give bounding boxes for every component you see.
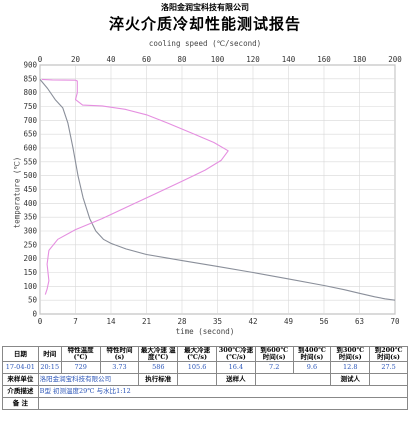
series-group bbox=[39, 78, 396, 301]
y-tick-label: 0 bbox=[32, 310, 37, 319]
col-to-400: 到400℃ 时间(s) bbox=[292, 346, 332, 362]
y-tick-label: 300 bbox=[23, 227, 37, 236]
y-tick-labels: 0 50 100 150 200 250 300 350 400 450 500 550 600 650 7… bbox=[23, 61, 37, 319]
x-tick-label: 0 bbox=[38, 317, 43, 326]
val-max-rate: 105.6 bbox=[177, 361, 217, 374]
standard-value bbox=[177, 373, 217, 386]
y-tick-label: 650 bbox=[23, 130, 37, 139]
medium-value: B型 初测温度29℃ 与水比1:12 bbox=[37, 385, 409, 398]
remark-label: 备 注 bbox=[2, 397, 39, 410]
val-char-time: 3.73 bbox=[99, 361, 140, 374]
x2-tick-label: 40 bbox=[106, 55, 116, 64]
val-time: 20:15 bbox=[37, 361, 62, 374]
col-to-200: 到200℃ 时间(s) bbox=[369, 346, 408, 362]
col-max-rate-temp: 最大冷速 温度(℃) bbox=[138, 346, 179, 362]
x-tick-label: 42 bbox=[248, 317, 257, 326]
remark-value bbox=[37, 397, 409, 410]
col-char-temp: 特性温度 (℃) bbox=[60, 346, 101, 362]
x-tick-label: 49 bbox=[284, 317, 293, 326]
val-to-400: 9.6 bbox=[292, 361, 332, 374]
y-tick-label: 100 bbox=[23, 282, 37, 291]
medium-label: 介质描述 bbox=[2, 385, 39, 398]
x-tick-label: 28 bbox=[177, 317, 187, 326]
tester-label: 测试人 bbox=[330, 373, 371, 386]
x-tick-label: 70 bbox=[390, 317, 400, 326]
cooling-speed-curve bbox=[41, 78, 229, 295]
col-date: 日期 bbox=[2, 346, 39, 362]
val-char-temp: 729 bbox=[60, 361, 101, 374]
table-value-row: 17-04-01 20:15 729 3.73 586 105.6 16.4 7… bbox=[2, 361, 408, 374]
x-tick-label: 7 bbox=[73, 317, 78, 326]
standard-label: 执行标准 bbox=[138, 373, 179, 386]
tester-value bbox=[369, 373, 408, 386]
y-tick-label: 900 bbox=[23, 61, 37, 70]
table-sample-row: 来样单位 洛阳金润宝科技有限公司 执行标准 送样人 测试人 bbox=[2, 373, 408, 386]
cooling-chart: 0501001502002503003504004505005506006507… bbox=[23, 55, 403, 326]
x2-tick-labels: 0 20 40 60 80 100 120 140 160 180 200 bbox=[38, 55, 403, 64]
val-to-300: 12.8 bbox=[330, 361, 371, 374]
x-tick-label: 63 bbox=[355, 317, 364, 326]
y-tick-label: 600 bbox=[23, 144, 37, 153]
x2-tick-label: 80 bbox=[177, 55, 187, 64]
y-tick-label: 550 bbox=[23, 157, 37, 166]
y-tick-label: 400 bbox=[23, 199, 37, 208]
test-data-table: 日期 时间 特性温度 (℃) 特性时间 (s) 最大冷速 温度(℃) 最大冷速 … bbox=[2, 346, 409, 410]
x2-tick-label: 180 bbox=[353, 55, 367, 64]
col-rate-300: 300℃冷速 (℃/s) bbox=[216, 346, 256, 362]
report-title: 淬火介质冷却性能测试报告 bbox=[108, 15, 301, 33]
x-tick-label: 21 bbox=[142, 317, 151, 326]
col-max-rate: 最大冷速 (℃/s) bbox=[177, 346, 217, 362]
y-tick-label: 350 bbox=[23, 213, 37, 222]
sample-unit-value: 洛阳金润宝科技有限公司 bbox=[37, 373, 140, 386]
table-medium-row: 介质描述 B型 初测温度29℃ 与水比1:12 bbox=[2, 385, 409, 398]
x2-tick-label: 60 bbox=[142, 55, 152, 64]
col-char-time: 特性时间 (s) bbox=[99, 346, 140, 362]
y-tick-label: 500 bbox=[23, 171, 37, 180]
bottom-axis-title: time (second) bbox=[175, 327, 235, 336]
val-date: 17-04-01 bbox=[2, 361, 39, 374]
temperature-time-curve bbox=[39, 79, 396, 301]
x2-tick-label: 120 bbox=[246, 55, 260, 64]
sender-label: 送样人 bbox=[216, 373, 256, 386]
grid bbox=[39, 64, 396, 315]
sample-unit-label: 来样单位 bbox=[2, 373, 39, 386]
x2-tick-label: 160 bbox=[317, 55, 331, 64]
x2-tick-label: 20 bbox=[71, 55, 81, 64]
top-axis-title: cooling speed (℃/second) bbox=[148, 39, 262, 48]
col-time: 时间 bbox=[37, 346, 62, 362]
val-max-rate-temp: 586 bbox=[138, 361, 179, 374]
sender-value bbox=[254, 373, 332, 386]
y-tick-label: 200 bbox=[23, 254, 37, 263]
y-tick-label: 250 bbox=[23, 240, 37, 249]
x-tick-label: 35 bbox=[213, 317, 222, 326]
y-tick-label: 450 bbox=[23, 185, 37, 194]
val-to-200: 27.5 bbox=[369, 361, 408, 374]
val-rate-300: 16.4 bbox=[216, 361, 256, 374]
table-header-row: 日期 时间 特性温度 (℃) 特性时间 (s) 最大冷速 温度(℃) 最大冷速 … bbox=[2, 346, 408, 362]
y-tick-label: 150 bbox=[23, 268, 37, 277]
x2-tick-label: 200 bbox=[388, 55, 402, 64]
y-tick-label: 850 bbox=[23, 74, 37, 83]
x2-tick-label: 0 bbox=[38, 55, 43, 64]
y-tick-label: 800 bbox=[23, 88, 37, 97]
y-tick-label: 50 bbox=[28, 296, 38, 305]
x-tick-label: 56 bbox=[319, 317, 329, 326]
company-name: 洛阳金润宝科技有限公司 bbox=[161, 2, 249, 12]
x-tick-label: 14 bbox=[106, 317, 116, 326]
x-tick-labels: 0 7 14 21 28 35 42 49 56 63 70 bbox=[38, 317, 400, 326]
col-to-300: 到300℃ 时间(s) bbox=[330, 346, 371, 362]
y-tick-label: 750 bbox=[23, 102, 37, 111]
y-tick-label: 700 bbox=[23, 116, 37, 125]
val-to-600: 7.2 bbox=[254, 361, 294, 374]
x2-tick-label: 100 bbox=[211, 55, 225, 64]
table-remark-row: 备 注 bbox=[2, 397, 409, 410]
col-to-600: 到600℃ 时间(s) bbox=[254, 346, 294, 362]
x2-tick-label: 140 bbox=[282, 55, 296, 64]
